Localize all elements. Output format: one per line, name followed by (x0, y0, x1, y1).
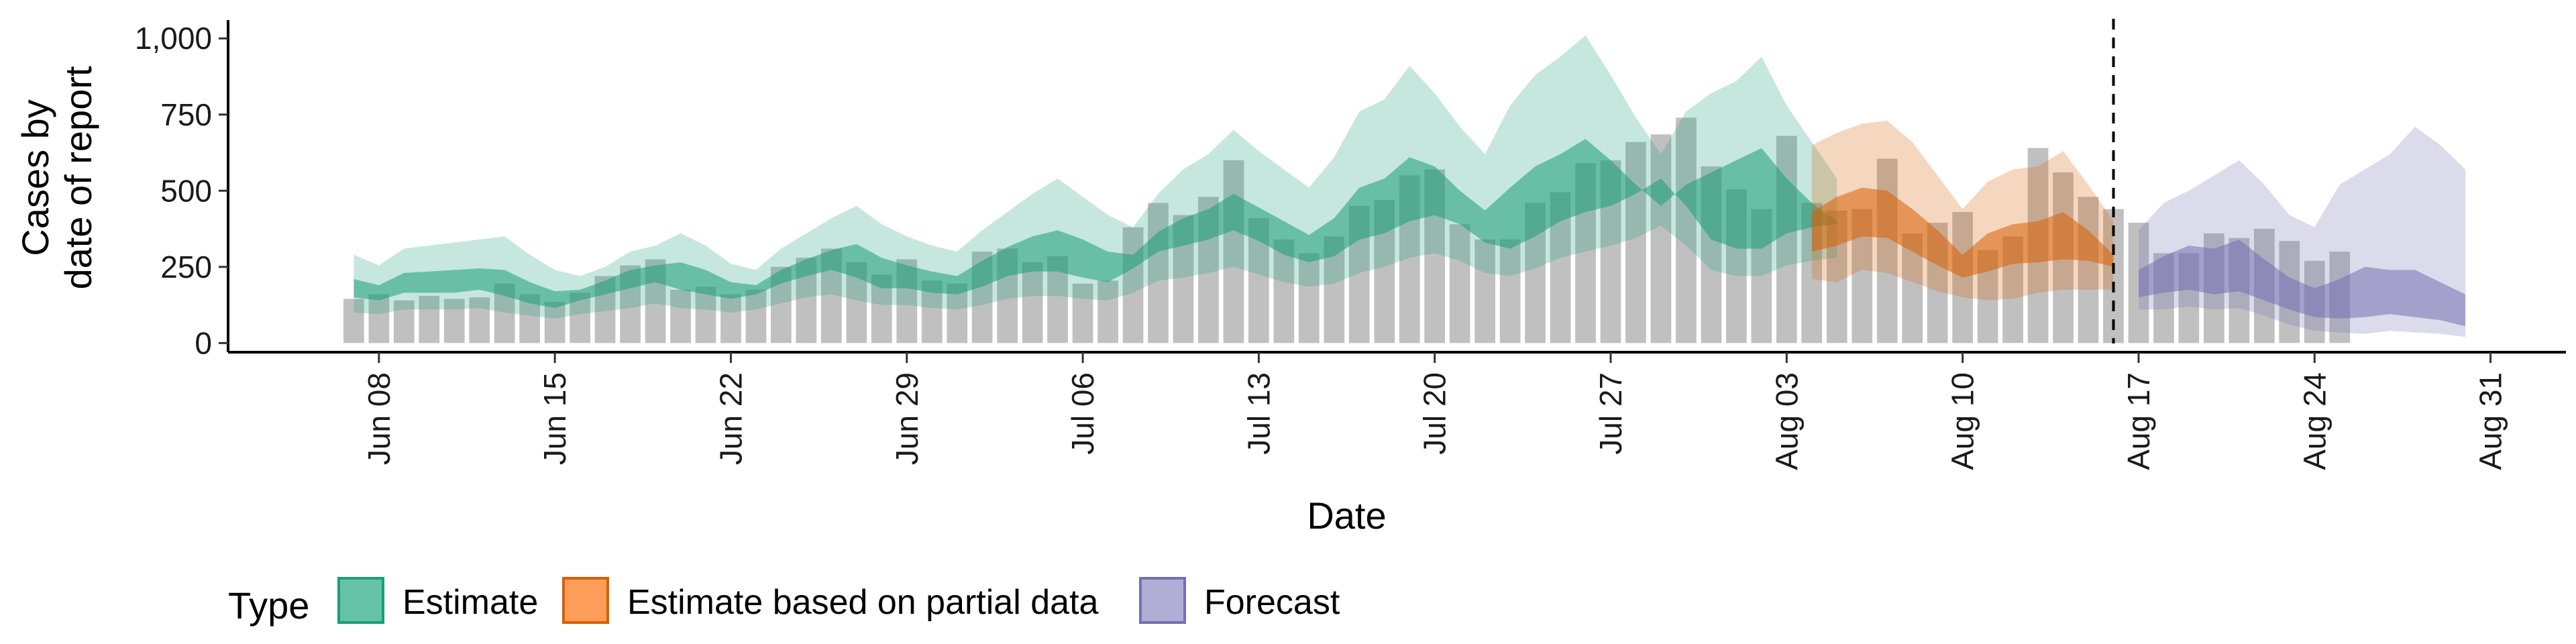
x-axis-title: Date (1307, 494, 1386, 537)
reported-cases-bar (469, 297, 490, 343)
estimate-bands (354, 35, 2466, 337)
reported-cases-bar (1097, 280, 1118, 343)
x-tick-label: Aug 03 (1769, 372, 1804, 470)
reported-cases-bar (393, 300, 415, 343)
legend: Type Estimate Estimate based on partial d… (228, 577, 1340, 627)
reported-cases-bar (1022, 262, 1043, 343)
reported-cases-bar (1876, 158, 1898, 343)
legend-key-3 (1139, 577, 1186, 624)
band-90-1 (354, 35, 1837, 319)
x-tick-label: Jun 22 (713, 372, 748, 465)
reported-cases-bar (443, 299, 465, 343)
reported-cases-bar (1072, 283, 1093, 343)
reported-cases-bar (1449, 224, 1470, 343)
reported-cases-bar (544, 302, 566, 343)
x-tick-label: Jul 20 (1417, 372, 1452, 455)
reported-cases-bar (1299, 253, 1320, 343)
y-tick-label: 750 (160, 97, 212, 132)
legend-title: Type (228, 584, 309, 627)
axes: 0 250 500 750 1,000 Jun 08 Jun 15 Jun 22 Jun 29 J… (135, 20, 2566, 470)
reported-cases-bar (745, 289, 767, 343)
legend-key-1 (337, 577, 384, 624)
band-50-3 (2139, 239, 2466, 327)
x-tick-label: Aug 31 (2473, 372, 2508, 470)
reported-cases-bar (670, 289, 691, 343)
x-tick-label: Jul 06 (1065, 372, 1100, 455)
x-tick-label: Jun 15 (537, 372, 572, 465)
legend-label-1: Estimate (402, 583, 538, 622)
x-tick-label: Jun 29 (890, 372, 924, 465)
legend-label-3: Forecast (1204, 583, 1340, 622)
x-tick-label: Jul 13 (1241, 372, 1276, 455)
x-tick-label: Jul 27 (1593, 372, 1628, 455)
y-axis-title-line-2: date of report (57, 66, 99, 290)
reported-cases-bar (343, 299, 364, 343)
reported-cases-bar (720, 294, 741, 343)
x-tick-label: Aug 17 (2121, 372, 2156, 470)
reported-cases-bar (1625, 142, 1646, 343)
reported-cases-bar (1148, 203, 1169, 343)
reported-cases-bar (1474, 239, 1495, 343)
reported-cases-bar (419, 296, 440, 343)
band-50-2 (1811, 187, 2114, 278)
band-50-1 (354, 139, 1837, 309)
x-tick-label: Aug 10 (1945, 372, 1980, 470)
y-axis-title-line-1: Cases by (14, 99, 56, 256)
x-tick-label: Aug 24 (2297, 372, 2332, 470)
y-tick-label: 1,000 (135, 21, 212, 56)
legend-key-2 (562, 577, 609, 624)
reported-cases-bar (1952, 212, 1973, 343)
reported-cases-bar (695, 286, 716, 343)
reported-cases-bar (2078, 197, 2099, 343)
reported-cases-bar (1122, 227, 1144, 343)
reported-cases-bar (1650, 134, 1672, 343)
y-tick-label: 0 (195, 325, 212, 360)
reported-cases-bar (368, 294, 390, 343)
reported-cases-bar (1676, 117, 1697, 343)
legend-label-2: Estimate based on partial data (627, 583, 1099, 622)
y-tick-label: 250 (160, 250, 212, 284)
y-tick-label: 500 (160, 173, 212, 208)
x-tick-label: Jun 08 (362, 372, 396, 465)
reported-cases-bar (1223, 160, 1244, 343)
reported-cases-bar (1499, 239, 1521, 343)
